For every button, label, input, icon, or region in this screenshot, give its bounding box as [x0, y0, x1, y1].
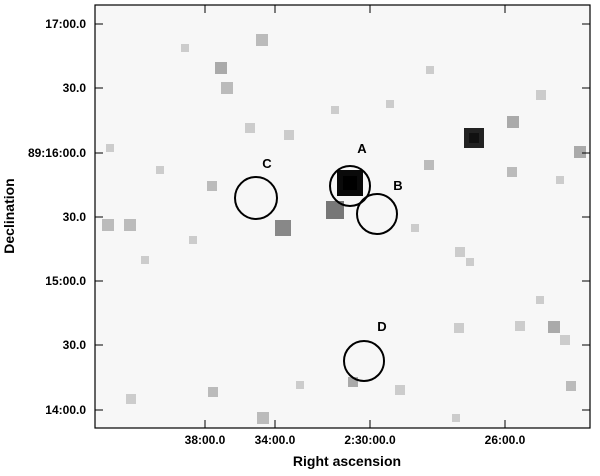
source-blob [207, 181, 217, 191]
source-blob [536, 90, 546, 100]
source-blob [208, 387, 218, 397]
x-tick-label: 26:00.0 [485, 433, 526, 447]
y-tick-label: 17:00.0 [45, 17, 86, 31]
aperture-circle-a [329, 165, 371, 207]
source-blob [454, 323, 464, 333]
source-blob [343, 176, 357, 190]
source-blob [560, 335, 570, 345]
y-tick-label: 30.0 [63, 338, 87, 352]
source-blob [507, 167, 517, 177]
source-blob [507, 116, 519, 128]
source-blob [386, 100, 394, 108]
x-tick-label: 38:00.0 [185, 433, 226, 447]
y-tick-label: 89:16:00.0 [28, 146, 86, 160]
y-tick-label: 14:00.0 [45, 403, 86, 417]
source-blob [284, 130, 294, 140]
source-blob [296, 381, 304, 389]
source-blob [256, 34, 268, 46]
x-tick-label: 2:30:00.0 [344, 433, 396, 447]
source-blob [548, 321, 560, 333]
source-blob [536, 296, 544, 304]
source-blob [102, 219, 114, 231]
aperture-label-d: D [377, 319, 386, 334]
source-blob [221, 82, 233, 94]
source-blob [326, 201, 344, 219]
aperture-circle-c [234, 176, 278, 220]
y-tick-label: 15:00.0 [45, 274, 86, 288]
aperture-circle-d [343, 340, 385, 382]
source-blob [426, 66, 434, 74]
source-blob [574, 146, 586, 158]
source-blob [181, 44, 189, 52]
source-blob [566, 381, 576, 391]
source-blob [515, 321, 525, 331]
source-blob [126, 394, 136, 404]
source-blob [257, 412, 269, 424]
source-blob [189, 236, 197, 244]
source-blob [275, 220, 291, 236]
aperture-label-c: C [262, 156, 272, 171]
x-axis-ticks: 38:00.0 34:00.0 2:30:00.0 26:00.0 [185, 5, 526, 447]
aperture-labels: A B C D [262, 141, 402, 334]
y-tick-label: 30.0 [63, 210, 87, 224]
source-blob [469, 133, 479, 143]
source-blob [348, 377, 358, 387]
source-blob [245, 123, 255, 133]
x-axis-label: Right ascension [293, 453, 401, 469]
source-blob [466, 258, 474, 266]
source-blob [215, 62, 227, 74]
y-axis-ticks: 17:00.0 30.0 89:16:00.0 30.0 15:00.0 30.0 14:0… [28, 17, 590, 417]
source-blob [424, 160, 434, 170]
aperture-circle-b [356, 193, 398, 235]
source-blob [395, 385, 405, 395]
aperture-label-a: A [357, 141, 367, 156]
source-blob [411, 224, 419, 232]
aperture-circles [234, 165, 398, 382]
source-blob [106, 144, 114, 152]
y-axis-label: Declination [1, 178, 17, 253]
source-blob [556, 176, 564, 184]
y-tick-label: 30.0 [63, 81, 87, 95]
source-blob [124, 219, 136, 231]
sources-layer [102, 34, 586, 424]
x-tick-label: 34:00.0 [255, 433, 296, 447]
aperture-label-b: B [393, 178, 402, 193]
source-blob [141, 256, 149, 264]
source-blob [331, 106, 339, 114]
source-blob [455, 247, 465, 257]
source-blob [156, 166, 164, 174]
source-blob [452, 414, 460, 422]
